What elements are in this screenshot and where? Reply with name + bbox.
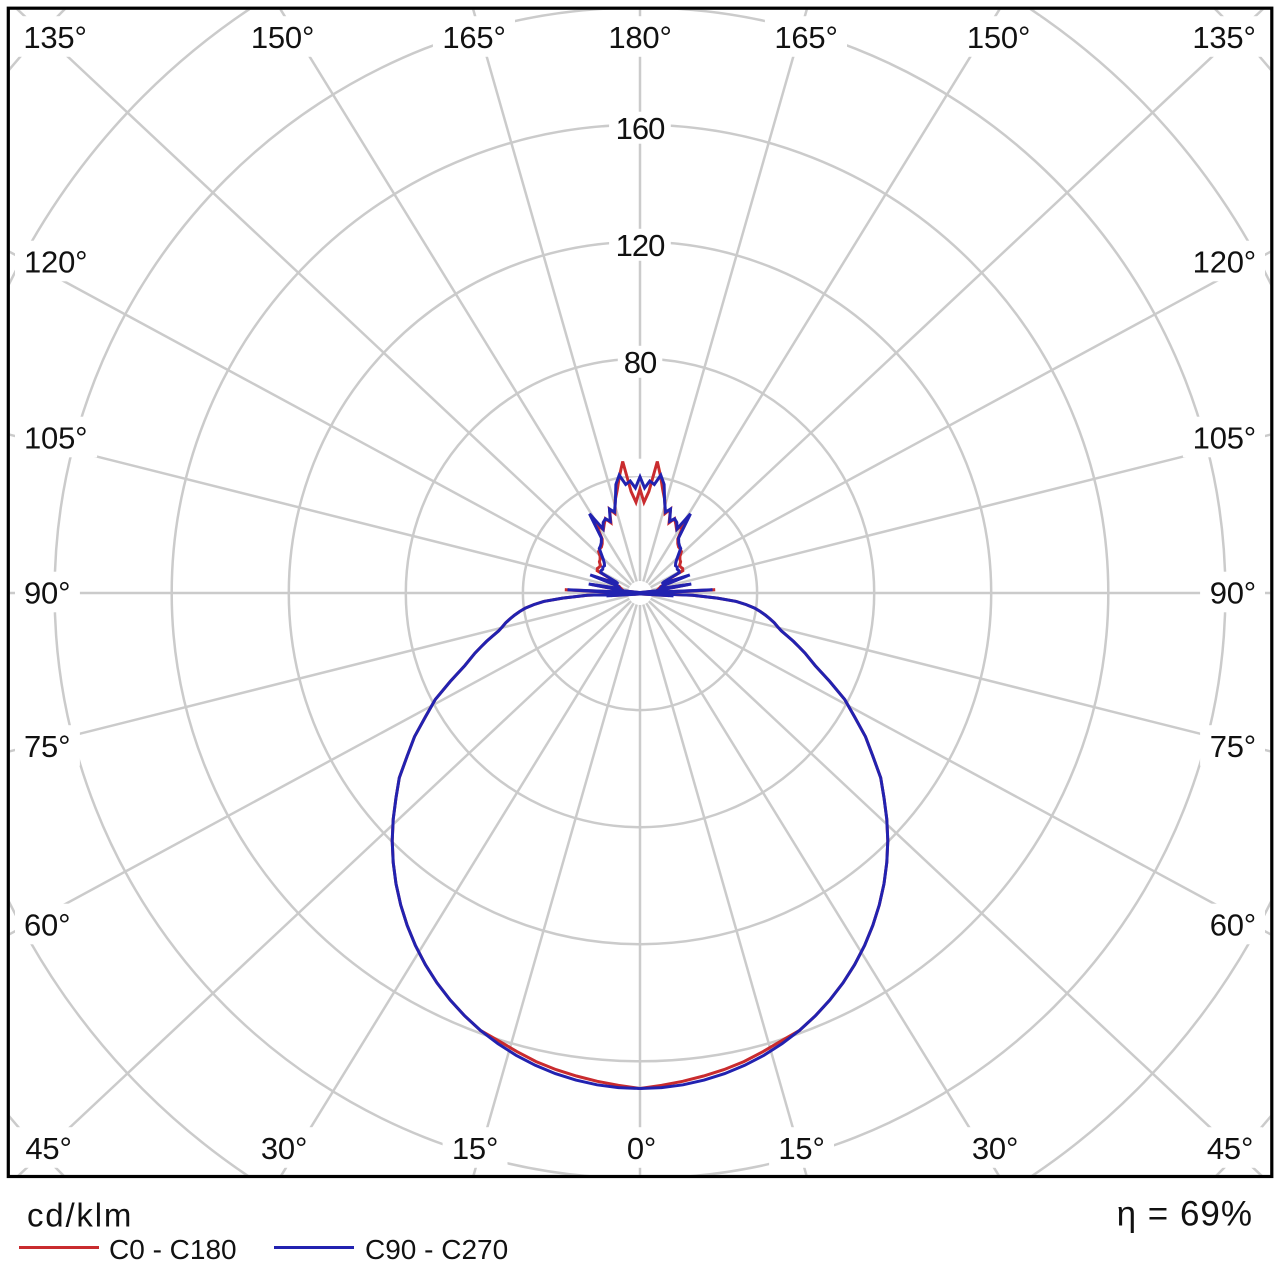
svg-text:60°: 60° xyxy=(1210,907,1256,942)
svg-text:75°: 75° xyxy=(24,729,70,764)
svg-text:105°: 105° xyxy=(1193,420,1256,455)
svg-text:105°: 105° xyxy=(24,420,87,455)
svg-text:45°: 45° xyxy=(1207,1131,1253,1166)
svg-text:135°: 135° xyxy=(1192,20,1255,55)
svg-text:150°: 150° xyxy=(251,20,314,55)
svg-text:180°: 180° xyxy=(608,20,671,55)
svg-text:30°: 30° xyxy=(972,1131,1018,1166)
svg-text:160: 160 xyxy=(616,111,665,146)
svg-text:165°: 165° xyxy=(442,20,505,55)
svg-text:45°: 45° xyxy=(25,1131,71,1166)
svg-text:150°: 150° xyxy=(967,20,1030,55)
svg-text:165°: 165° xyxy=(774,20,837,55)
svg-text:120°: 120° xyxy=(24,244,87,279)
svg-text:cd/klm: cd/klm xyxy=(27,1197,133,1234)
svg-text:15°: 15° xyxy=(452,1131,498,1166)
svg-text:15°: 15° xyxy=(778,1131,824,1166)
svg-text:135°: 135° xyxy=(23,20,86,55)
svg-text:0°: 0° xyxy=(627,1131,656,1166)
svg-text:η = 69%: η = 69% xyxy=(1117,1195,1253,1234)
svg-text:80: 80 xyxy=(624,345,657,380)
svg-text:90°: 90° xyxy=(1210,575,1256,610)
svg-text:60°: 60° xyxy=(24,907,70,942)
svg-text:C0 - C180: C0 - C180 xyxy=(109,1234,237,1265)
svg-text:30°: 30° xyxy=(261,1131,307,1166)
svg-text:C90 - C270: C90 - C270 xyxy=(365,1234,508,1265)
svg-text:120: 120 xyxy=(616,228,665,263)
svg-text:75°: 75° xyxy=(1210,729,1256,764)
svg-text:90°: 90° xyxy=(24,575,70,610)
svg-text:120°: 120° xyxy=(1193,244,1256,279)
